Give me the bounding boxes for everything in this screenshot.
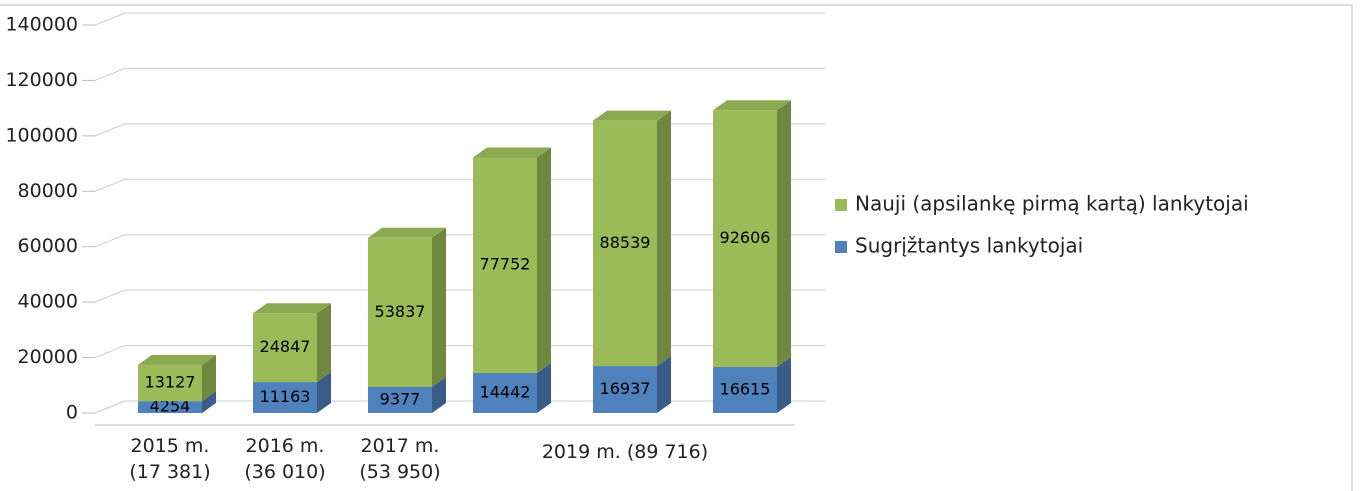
bar-segment bbox=[593, 120, 657, 367]
bar-segment bbox=[138, 364, 202, 402]
grid-line bbox=[94, 400, 825, 414]
y-tick-label: 100000 bbox=[5, 124, 78, 146]
y-tick-label: 20000 bbox=[18, 346, 78, 368]
data-label: 13127 bbox=[145, 373, 196, 392]
bar-side bbox=[657, 110, 671, 367]
data-label: 16615 bbox=[720, 379, 771, 398]
grid-line bbox=[94, 123, 825, 137]
bar-segment bbox=[473, 157, 537, 373]
bar-top bbox=[138, 354, 216, 365]
x-tick-label: 2017 m. (53 950) bbox=[359, 435, 441, 483]
y-tick-label: 60000 bbox=[18, 235, 78, 257]
bar-side bbox=[432, 227, 446, 388]
grid-line bbox=[94, 234, 825, 248]
legend-label: Nauji (apsilankę pirmą kartą) lankytojai bbox=[855, 192, 1249, 216]
bar-segment bbox=[473, 372, 537, 413]
legend-swatch bbox=[835, 199, 847, 211]
bar-segment bbox=[253, 382, 317, 413]
bar-segment bbox=[138, 401, 202, 413]
y-tick-label: 40000 bbox=[18, 291, 78, 313]
data-label: 24847 bbox=[260, 337, 311, 356]
grid-line bbox=[94, 12, 825, 26]
bar-segment bbox=[593, 366, 657, 413]
bar-side bbox=[537, 147, 551, 373]
y-tick-label: 0 bbox=[66, 402, 78, 424]
data-label: 4254 bbox=[150, 397, 191, 416]
bar-segment bbox=[253, 313, 317, 383]
data-label: 14442 bbox=[480, 382, 531, 401]
bar-top bbox=[593, 110, 671, 121]
bar-side bbox=[202, 354, 216, 402]
bar-side bbox=[317, 303, 331, 383]
data-label: 11163 bbox=[260, 387, 311, 406]
y-tick-label: 80000 bbox=[18, 180, 78, 202]
bar-side bbox=[202, 391, 216, 413]
x-tick-label: 2019 m. (89 716) bbox=[541, 441, 709, 463]
data-label: 92606 bbox=[720, 228, 771, 247]
bar-side bbox=[777, 100, 791, 367]
bar-segment bbox=[713, 366, 777, 413]
data-label: 53837 bbox=[375, 302, 426, 321]
bar-top bbox=[473, 147, 551, 158]
bar-top bbox=[253, 303, 331, 314]
grid-line bbox=[94, 178, 825, 192]
x-tick-label: 2016 m. (36 010) bbox=[244, 435, 326, 483]
bar-side bbox=[317, 372, 331, 413]
frame bbox=[0, 4, 1353, 491]
grid-line bbox=[94, 67, 825, 81]
bar-side bbox=[657, 356, 671, 413]
grid-line bbox=[94, 345, 825, 359]
bar-segment bbox=[368, 237, 432, 388]
grid-line bbox=[94, 289, 825, 303]
y-tick-label: 140000 bbox=[5, 14, 78, 36]
bar-side bbox=[537, 362, 551, 413]
data-label: 88539 bbox=[600, 233, 651, 252]
legend-label: Sugrįžtantys lankytojai bbox=[855, 234, 1083, 258]
data-label: 16937 bbox=[600, 379, 651, 398]
legend-swatch bbox=[835, 241, 847, 253]
data-label: 77752 bbox=[480, 255, 531, 274]
x-tick-label: 2015 m. (17 381) bbox=[129, 435, 211, 483]
bar-segment bbox=[368, 387, 432, 413]
bar-side bbox=[432, 377, 446, 413]
data-label: 9377 bbox=[380, 390, 421, 409]
bar-top bbox=[368, 227, 446, 238]
bar-segment bbox=[713, 110, 777, 367]
y-tick-label: 120000 bbox=[5, 69, 78, 91]
bar-side bbox=[777, 356, 791, 413]
bar-top bbox=[713, 100, 791, 111]
